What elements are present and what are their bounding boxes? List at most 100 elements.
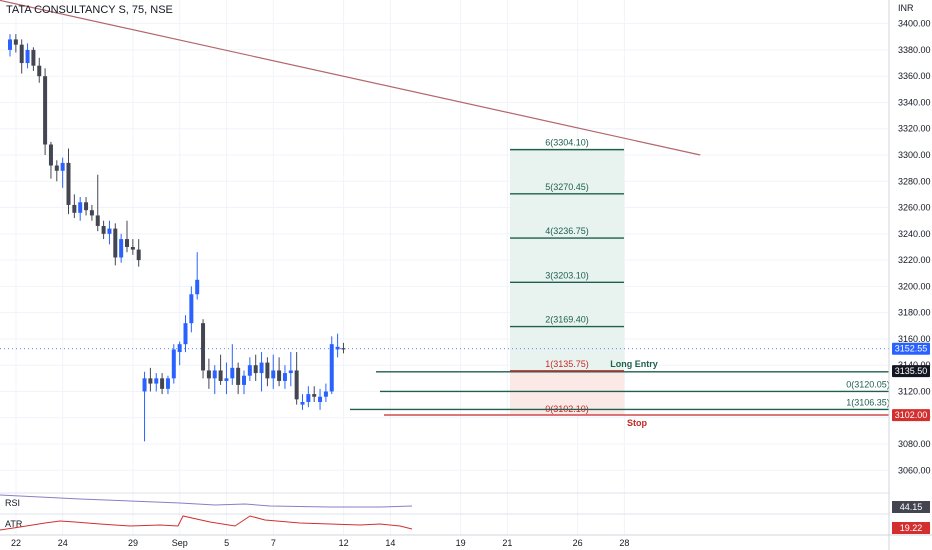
candle-body <box>323 391 328 397</box>
x-tick-label: 19 <box>456 538 466 548</box>
candle-body <box>277 370 282 381</box>
price-tag-bg <box>892 342 930 355</box>
candle-body <box>136 249 141 261</box>
rsi-line <box>0 494 413 508</box>
candle-body <box>242 375 246 385</box>
y-tick-label: 3160.00 <box>898 334 931 344</box>
fib-right-level-label: 0(3120.05) <box>846 379 890 389</box>
candle-body <box>72 204 77 213</box>
candle-body <box>206 370 211 379</box>
x-tick-label: 26 <box>573 538 583 548</box>
candle-body <box>25 49 30 64</box>
candle-body <box>201 323 206 371</box>
price-tag-bg <box>892 365 930 378</box>
candle-body <box>84 202 89 211</box>
candle-body <box>107 228 112 234</box>
candle-body <box>236 367 241 385</box>
x-tick-label: 7 <box>271 538 276 548</box>
candle-body <box>329 344 334 392</box>
candle-body <box>43 76 48 145</box>
candle-body <box>306 394 311 402</box>
long-entry-label: Long Entry <box>610 359 658 369</box>
fib-entry-label: 1(3135.75) <box>545 359 589 369</box>
y-tick-label: 3180.00 <box>898 308 931 318</box>
fib-level-label: 2(3169.40) <box>545 315 589 325</box>
candle-body <box>154 378 159 384</box>
price-tag-label: 3102.00 <box>895 410 928 420</box>
candle-body <box>31 49 36 66</box>
candle-body <box>247 365 252 376</box>
candle-body <box>271 370 276 379</box>
fib-target-zone <box>510 149 624 371</box>
candle-body <box>19 44 24 64</box>
trendline-layer <box>0 0 701 156</box>
x-tick-label: 28 <box>619 538 629 548</box>
candle-body <box>171 349 176 379</box>
x-tick-label: 14 <box>385 538 395 548</box>
y-tick-label: 3240.00 <box>898 229 931 239</box>
price-tag-bg <box>892 409 930 422</box>
candle-body <box>318 396 323 402</box>
candle-body <box>218 370 223 381</box>
grid-layer <box>0 0 889 535</box>
candle-body <box>89 210 94 216</box>
y-tick-label: 3300.00 <box>898 150 931 160</box>
candle-body <box>125 239 129 247</box>
x-tick-label: 5 <box>224 538 229 548</box>
candles-layer <box>0 34 889 442</box>
fib-level-label: 6(3304.10) <box>545 138 589 148</box>
y-tick-label: 3260.00 <box>898 203 931 213</box>
candle-body <box>259 362 264 374</box>
candle-body <box>66 162 71 205</box>
x-tick-label: 22 <box>11 538 21 548</box>
y-tick-label: 3120.00 <box>898 386 931 396</box>
candle-body <box>253 365 258 374</box>
currency-label: INR <box>898 3 914 13</box>
fib-risk-zone <box>510 370 624 415</box>
x-tick-label: 12 <box>339 538 349 548</box>
candle-body <box>224 378 229 381</box>
candle-body <box>142 378 147 392</box>
candle-body <box>48 144 53 166</box>
fib-level-label: 5(3270.45) <box>545 182 589 192</box>
candle-body <box>341 348 346 350</box>
fib-extension-layer: 6(3304.10) 5(3270.45) 4(3236.75) 3(3203.10)… <box>350 138 890 428</box>
candle-body <box>312 394 317 397</box>
candle-body <box>119 239 124 258</box>
symbol-title: TATA CONSULTANCY S, 75, NSE <box>6 4 173 16</box>
candle-body <box>230 367 235 379</box>
candle-body <box>37 65 42 77</box>
candle-body <box>160 378 165 389</box>
rsi-label: RSI <box>5 498 20 508</box>
candle-body <box>54 165 59 171</box>
candle-body <box>95 215 100 226</box>
y-tick-label: 3340.00 <box>898 97 931 107</box>
x-tick-label: 29 <box>128 538 138 548</box>
candle-body <box>13 39 18 45</box>
atr-line <box>0 515 413 531</box>
fib-right-level-label: 1(3106.35) <box>846 397 890 407</box>
candle-body <box>335 346 340 350</box>
candle-body <box>60 162 65 171</box>
y-tick-label: 3320.00 <box>898 124 931 134</box>
price-tags-layer: 3152.55 3135.50 3102.00 44.15 19.22 <box>892 342 930 534</box>
x-tick-label: Sep <box>172 538 188 548</box>
atr-label: ATR <box>5 519 23 529</box>
rsi-value: 44.15 <box>900 502 923 512</box>
candle-body <box>195 279 200 295</box>
candle-body <box>183 323 188 345</box>
trendline <box>0 0 701 156</box>
y-tick-label: 3360.00 <box>898 71 931 81</box>
price-tag-label: 3135.50 <box>895 366 928 376</box>
y-tick-label: 3200.00 <box>898 281 931 291</box>
candle-body <box>189 294 194 324</box>
candle-body <box>148 378 153 384</box>
atr-value-bg <box>892 522 930 534</box>
candle-body <box>130 246 135 250</box>
y-tick-label: 3380.00 <box>898 45 931 55</box>
candle-body <box>300 401 305 405</box>
candle-body <box>294 370 299 400</box>
